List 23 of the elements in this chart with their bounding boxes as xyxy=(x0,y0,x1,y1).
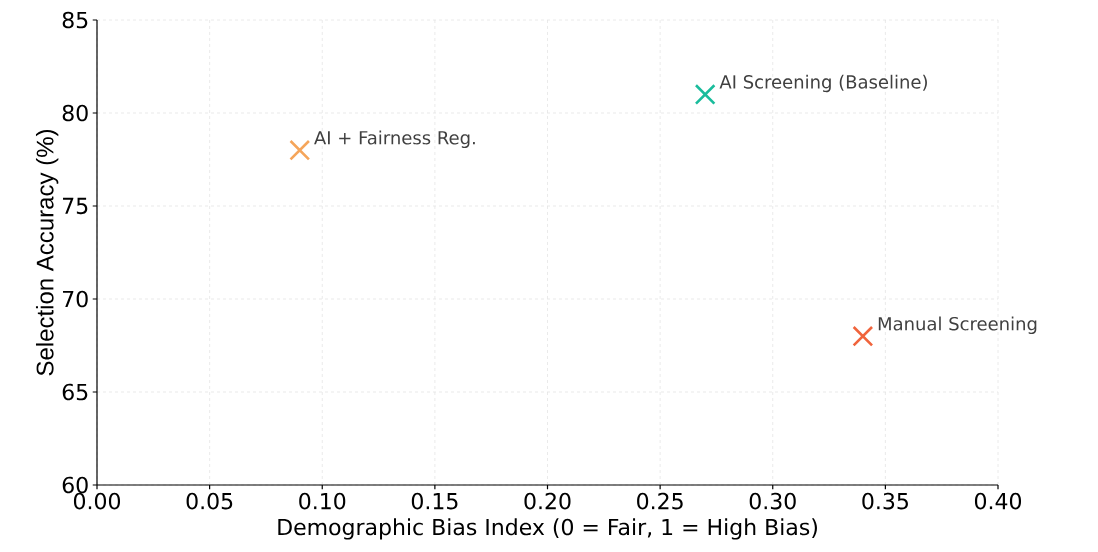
x-tick-label: 0.10 xyxy=(299,492,346,510)
point xyxy=(852,325,874,347)
point xyxy=(289,139,311,161)
series-label: AI Screening (Baseline) xyxy=(719,74,927,93)
series-label: AI + Fairness Reg. xyxy=(314,130,475,148)
x-tick-label: 0.30 xyxy=(749,492,796,510)
point xyxy=(694,83,716,105)
y-tick-label: 75 xyxy=(63,197,88,215)
y-tick-label: 65 xyxy=(62,383,88,401)
y-tick-label: 70 xyxy=(63,290,88,308)
x-tick-label: 0.40 xyxy=(974,492,1022,510)
x-tick-label: 0.00 xyxy=(73,492,121,510)
x-axis-title: Demographic Bias Index (0 = Fair, 1 = High Bias) xyxy=(278,518,817,540)
x-tick-label: 0.25 xyxy=(637,492,683,510)
x-tick-label: 0.15 xyxy=(411,492,458,510)
series-label: Manual Screening xyxy=(878,316,1037,334)
y-tick-label: 80 xyxy=(62,104,88,122)
x-tick-label: 0.20 xyxy=(524,492,571,510)
y-tick-label: 85 xyxy=(62,11,88,29)
y-axis-title: Selection Accuracy (%) xyxy=(35,129,59,376)
y-tick-label: 60 xyxy=(62,476,88,494)
x-tick-label: 0.05 xyxy=(186,492,233,510)
x-tick-label: 0.35 xyxy=(862,492,908,510)
